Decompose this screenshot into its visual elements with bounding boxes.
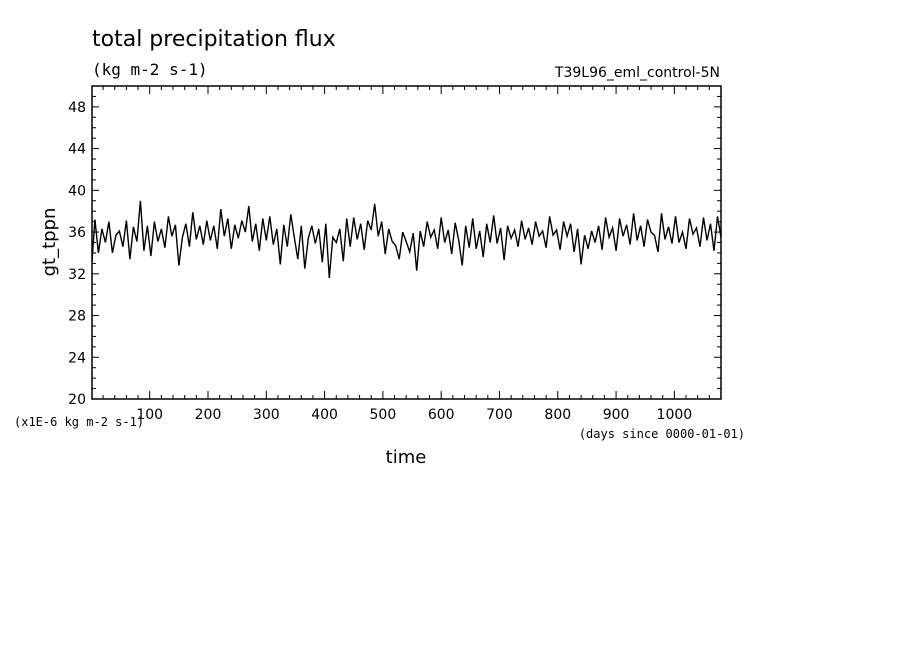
y-tick-label: 28 xyxy=(68,309,86,325)
y-tick-label: 40 xyxy=(68,183,86,199)
x-tick-label: 700 xyxy=(486,407,513,423)
chart-subtitle: (kg m-2 s-1) xyxy=(92,60,208,79)
x-axis-label: time xyxy=(386,447,427,468)
x-tick-label: 300 xyxy=(253,407,280,423)
x-tick-label: 600 xyxy=(428,407,455,423)
x-axis-ticks: 100 200 300 400 500 600 700 800 900 1000 xyxy=(102,86,722,423)
x-tick-label: 400 xyxy=(311,407,338,423)
x-tick-label: 200 xyxy=(195,407,222,423)
x-tick-label: 100 xyxy=(136,407,163,423)
y-tick-label: 20 xyxy=(68,392,86,408)
y-tick-label: 32 xyxy=(68,267,86,283)
x-tick-label: 500 xyxy=(370,407,397,423)
y-tick-label: 44 xyxy=(68,142,86,158)
chart-title: total precipitation flux xyxy=(92,27,336,52)
x-tick-label: 900 xyxy=(603,407,630,423)
y-tick-label: 24 xyxy=(68,350,86,366)
x-tick-label: 800 xyxy=(544,407,571,423)
y-scale-label: (x1E-6 kg m-2 s-1) xyxy=(14,415,144,429)
x-unit-label: (days since 0000-01-01) xyxy=(579,427,745,441)
y-tick-label: 48 xyxy=(68,100,86,116)
y-tick-label: 36 xyxy=(68,225,86,241)
series-line xyxy=(91,200,722,279)
y-axis-ticks: 20 24 28 32 36 40 44 48 xyxy=(68,85,721,408)
series-layer xyxy=(91,200,722,279)
run-label: T39L96_eml_control-5N xyxy=(554,65,720,81)
y-axis-label: gt_tppn xyxy=(39,208,60,277)
x-tick-label: 1000 xyxy=(657,407,693,423)
